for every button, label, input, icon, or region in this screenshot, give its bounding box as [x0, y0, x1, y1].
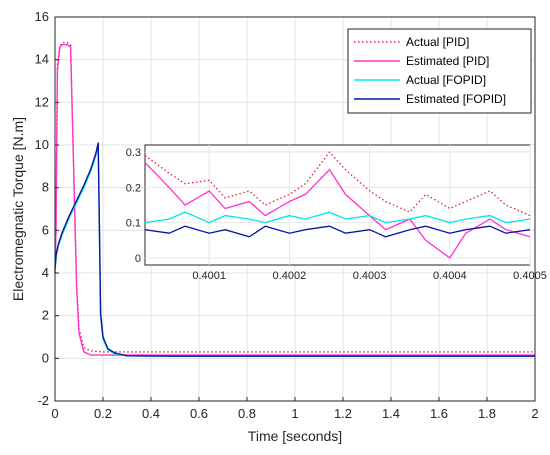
- x-tick-label: 0.2: [94, 406, 112, 421]
- inset-x-tick-label: 0.4004: [433, 270, 467, 282]
- y-tick-label: 2: [42, 308, 49, 323]
- inset-series-layer: [144, 151, 531, 259]
- legend-label: Actual [PID]: [406, 35, 469, 49]
- x-tick-label: 0: [51, 406, 58, 421]
- x-axis-label: Time [seconds]: [248, 428, 342, 444]
- inset-y-tick-label: 0: [135, 253, 141, 265]
- inset-y-tick-label: 0.2: [126, 182, 141, 194]
- y-axis-label: Electromegnatic Torque [N.m]: [10, 117, 26, 301]
- x-tick-label: 0.8: [238, 406, 256, 421]
- series-line-4: [54, 142, 535, 357]
- x-tick-label: 1.8: [478, 406, 496, 421]
- axis-ticks: 0 0.2 0.4 0.6 0.8 1 1.2 1.4 1.6 1.8 2-202468101214…: [35, 9, 539, 421]
- inset-zoom: 0.4001 0.4002 0.4003 0.4004 0.4005 0 0.1 0.2 0.3: [126, 144, 547, 282]
- y-tick-label: 6: [42, 222, 49, 237]
- inset-x-tick-label: 0.4001: [192, 270, 226, 282]
- y-tick-label: 8: [42, 180, 49, 195]
- x-tick-label: 1.6: [430, 406, 448, 421]
- inset-y-tick-label: 0.1: [126, 218, 141, 230]
- inset-y-tick-label: 0.3: [126, 147, 141, 159]
- legend: Actual [PID] Estimated [PID] Actual [FOPID…: [347, 28, 532, 114]
- y-tick-label: 14: [35, 52, 49, 67]
- inset-frame: [144, 144, 531, 266]
- y-tick-label: 4: [42, 265, 49, 280]
- x-tick-label: 1.4: [382, 406, 400, 421]
- inset-series-line-2: [144, 162, 531, 259]
- y-tick-label: 16: [35, 9, 49, 24]
- legend-label: Actual [FOPID]: [406, 73, 486, 87]
- y-tick-label: 10: [35, 137, 49, 152]
- inset-series-line-4: [144, 225, 531, 238]
- inset-series-line-3: [144, 211, 531, 224]
- x-tick-label: 0.6: [190, 406, 208, 421]
- series-line-2: [54, 44, 535, 356]
- inset-x-tick-label: 0.4003: [353, 270, 387, 282]
- inset-axis-ticks: 0.4001 0.4002 0.4003 0.4004 0.4005 0 0.1 0.2 0.3: [126, 147, 547, 282]
- y-tick-label: 12: [35, 94, 49, 109]
- y-tick-label: 0: [42, 350, 49, 365]
- x-tick-label: 2: [531, 406, 538, 421]
- series-layer: [54, 41, 535, 357]
- x-tick-label: 1.2: [334, 406, 352, 421]
- legend-label: Estimated [PID]: [406, 54, 489, 68]
- x-tick-label: 1: [291, 406, 298, 421]
- inset-series-line-1: [144, 151, 531, 217]
- legend-label: Estimated [FOPID]: [406, 92, 506, 106]
- inset-x-tick-label: 0.4002: [273, 270, 307, 282]
- inset-x-tick-label: 0.4005: [513, 270, 547, 282]
- legend-box: [347, 28, 532, 114]
- y-tick-label: -2: [37, 393, 49, 408]
- x-tick-label: 0.4: [142, 406, 160, 421]
